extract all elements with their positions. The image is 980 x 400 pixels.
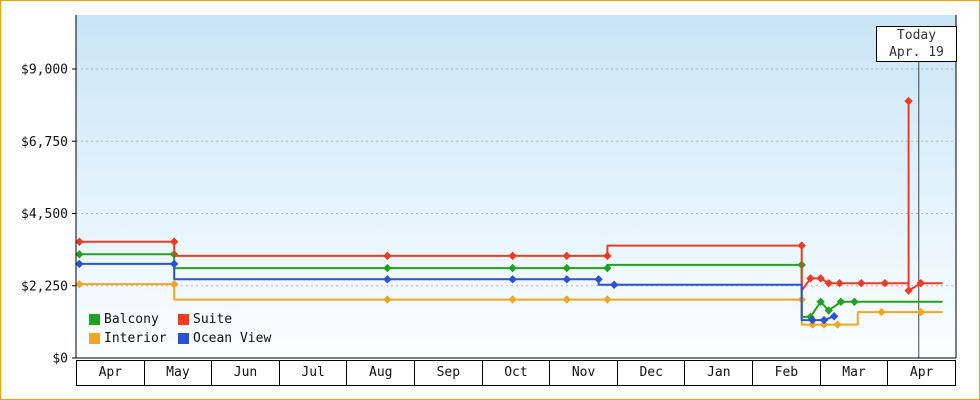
- legend: Balcony Suite Interior Ocean View: [89, 312, 271, 346]
- marker-ocean-view: [819, 315, 829, 325]
- x-axis-label-feb-10: Feb: [752, 360, 821, 386]
- legend-swatch-interior: [89, 333, 100, 344]
- marker-suite: [824, 278, 833, 288]
- marker-interior: [75, 279, 84, 289]
- x-axis-label-jan-9: Jan: [684, 360, 754, 386]
- marker-balcony: [816, 297, 825, 307]
- marker-balcony: [562, 263, 571, 273]
- today-label: Today: [896, 28, 937, 43]
- marker-suite: [603, 251, 612, 261]
- legend-item-suite: Suite: [178, 312, 271, 327]
- y-axis-label: $6,750: [21, 135, 68, 150]
- legend-label-ocean-view: Ocean View: [193, 331, 272, 346]
- x-axis-label-sep-5: Sep: [414, 360, 483, 386]
- marker-ocean-view: [829, 312, 839, 321]
- marker-interior: [877, 307, 886, 317]
- y-axis-label: $2,250: [21, 279, 68, 294]
- marker-ocean-view: [75, 259, 84, 269]
- marker-ocean-view: [508, 275, 517, 284]
- marker-suite: [857, 278, 866, 288]
- legend-swatch-ocean-view: [178, 333, 189, 344]
- legend-label-interior: Interior: [104, 331, 167, 346]
- x-axis-label-dec-8: Dec: [616, 360, 686, 386]
- marker-ocean-view: [169, 259, 179, 269]
- series-line-balcony: [79, 253, 943, 318]
- x-axis-label-nov-7: Nov: [549, 360, 618, 386]
- series-line-suite: [79, 100, 943, 292]
- marker-balcony: [836, 297, 846, 307]
- series-line-interior: [79, 283, 943, 326]
- x-axis-label-jun-2: Jun: [211, 360, 280, 386]
- marker-suite: [562, 251, 571, 261]
- legend-item-balcony: Balcony: [89, 312, 178, 327]
- marker-suite: [835, 278, 844, 288]
- marker-suite: [880, 278, 890, 288]
- legend-swatch-balcony: [89, 314, 100, 325]
- x-axis-label-oct-6: Oct: [481, 360, 551, 386]
- marker-interior: [808, 320, 817, 329]
- legend-label-suite: Suite: [193, 312, 233, 327]
- marker-interior: [383, 295, 392, 304]
- x-axis: Apr May Jun Jul Aug Sep Oct Nov Dec Jan Feb Mar Apr: [76, 360, 956, 386]
- marker-suite: [904, 286, 913, 295]
- marker-suite: [797, 241, 806, 250]
- marker-interior: [562, 295, 571, 304]
- legend-label-balcony: Balcony: [104, 312, 159, 327]
- marker-suite: [816, 274, 825, 283]
- marker-ocean-view: [609, 280, 619, 289]
- marker-ocean-view: [562, 275, 571, 284]
- y-axis-label: $4,500: [21, 207, 68, 222]
- legend-swatch-suite: [178, 314, 189, 325]
- marker-interior: [916, 307, 925, 317]
- x-axis-label-mar-11: Mar: [819, 360, 889, 386]
- marker-balcony: [383, 263, 392, 273]
- marker-balcony: [824, 306, 833, 315]
- marker-suite: [508, 251, 517, 261]
- y-axis-label: $0: [52, 352, 68, 367]
- marker-balcony: [850, 297, 859, 307]
- marker-interior: [169, 279, 179, 289]
- marker-suite: [75, 237, 84, 246]
- marker-ocean-view: [383, 275, 392, 284]
- marker-ocean-view: [594, 275, 603, 284]
- marker-suite: [383, 251, 392, 261]
- marker-interior: [603, 295, 612, 304]
- x-axis-label-apr-12: Apr: [887, 360, 956, 386]
- marker-interior: [508, 295, 517, 304]
- marker-balcony: [508, 263, 517, 273]
- plot-background: [76, 15, 956, 358]
- marker-suite: [916, 278, 925, 288]
- marker-interior: [833, 320, 842, 329]
- today-annotation: Today Apr. 19: [876, 26, 957, 62]
- marker-suite: [806, 274, 815, 283]
- marker-suite: [904, 96, 913, 106]
- x-axis-label-may-1: May: [143, 360, 213, 386]
- y-axis-label: $9,000: [21, 63, 68, 78]
- today-date: Apr. 19: [889, 45, 944, 60]
- legend-item-interior: Interior: [89, 331, 178, 346]
- marker-ocean-view: [808, 315, 817, 325]
- x-axis-label-apr-0: Apr: [76, 360, 145, 386]
- marker-balcony: [603, 263, 612, 273]
- marker-balcony: [75, 250, 84, 259]
- marker-suite: [169, 237, 179, 246]
- marker-interior: [819, 320, 829, 329]
- legend-item-ocean-view: Ocean View: [178, 331, 271, 346]
- x-axis-label-jul-3: Jul: [278, 360, 348, 386]
- x-axis-label-aug-4: Aug: [346, 360, 416, 386]
